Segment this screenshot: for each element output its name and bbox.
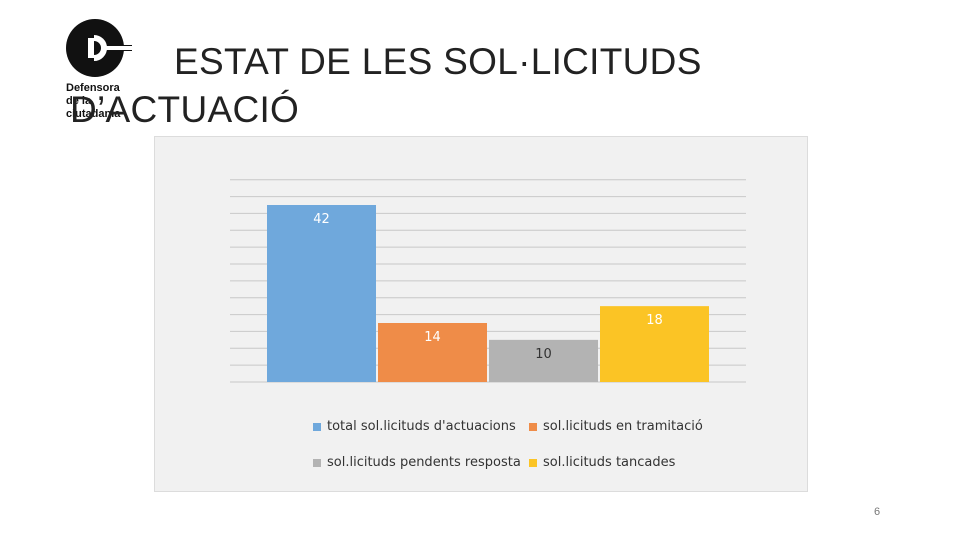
bar-1 [267, 205, 376, 382]
legend-label: sol.licituds pendents resposta [327, 455, 521, 470]
title-line-2: D’ACTUACIÓ [70, 89, 300, 130]
legend-item: sol.licituds tancades [529, 455, 675, 470]
logo-circle [66, 19, 124, 77]
chart-legend: total sol.licituds d'actuacions sol.licit… [303, 410, 733, 482]
bar-value-label: 14 [424, 330, 441, 345]
legend-item: total sol.licituds d'actuacions [313, 419, 516, 434]
page-number: 6 [874, 506, 881, 518]
title-line-1: ESTAT DE LES SOL·LICITUDS [174, 41, 702, 82]
logo-text: Defensora de la ciutadania [66, 82, 121, 120]
bar-value-label: 18 [646, 313, 663, 328]
bar-value-label: 10 [535, 347, 552, 362]
legend-label: sol.licituds en tramitació [543, 419, 703, 434]
legend-label: total sol.licituds d'actuacions [327, 419, 516, 434]
bars [267, 205, 709, 382]
legend-swatch [529, 422, 537, 431]
legend-label: sol.licituds tancades [543, 455, 676, 470]
bar-3 [489, 339, 598, 382]
bar-4 [600, 306, 709, 382]
bar-value-label: 42 [313, 212, 330, 227]
legend-swatch [313, 422, 321, 431]
legend-item: sol.licituds pendents resposta [313, 455, 521, 470]
legend-swatch [529, 458, 537, 467]
bar-labels: 42 14 10 18 [313, 212, 663, 362]
legend-item: sol.licituds en tramitació [529, 419, 703, 434]
defensora-logo [66, 19, 132, 77]
page-title: ESTAT DE LES SOL·LICITUDS D’ACTUACIÓ [70, 38, 710, 134]
bar-2 [378, 323, 487, 382]
legend-swatch [313, 458, 321, 467]
